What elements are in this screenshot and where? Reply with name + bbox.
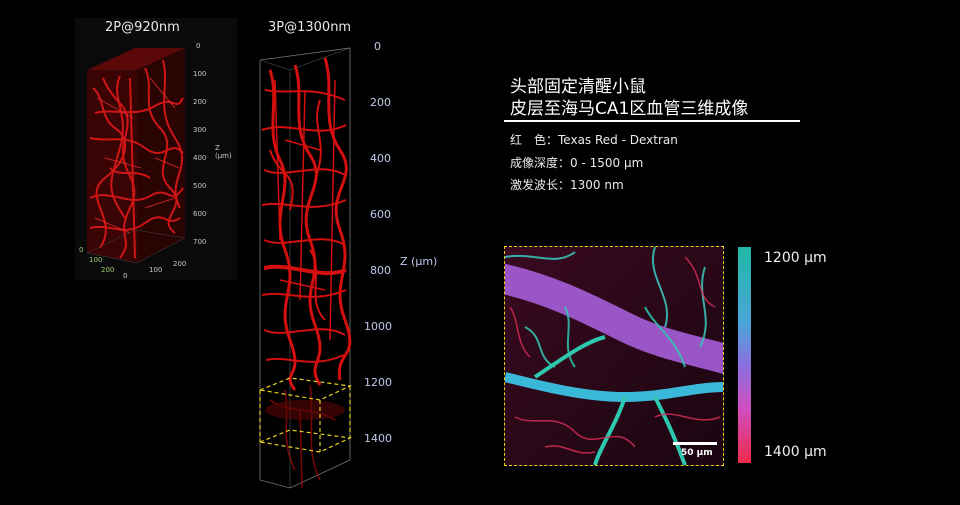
- panel-2p: 2P@920nm 0 100 200 300 Z (μm) 400: [75, 18, 237, 280]
- panel-2p-z-tick: 0: [196, 42, 201, 50]
- heading-divider: [504, 120, 800, 122]
- panel-2p-base-tick: 100: [89, 256, 103, 264]
- panel-3p-volume: [257, 47, 353, 489]
- panel-2p-title: 2P@920nm: [105, 20, 180, 35]
- heading-line1: 头部固定清醒小鼠: [510, 77, 646, 97]
- panel-3p-z-label: Z (μm): [400, 255, 438, 268]
- inset-image: 50 μm: [504, 246, 724, 466]
- panel-2p-z-tick: 200: [193, 98, 207, 106]
- panel-2p-z-tick: 400: [193, 154, 207, 162]
- panel-3p-z-tick: 1000: [364, 320, 392, 333]
- panel-2p-z-label: Z (μm): [215, 144, 232, 160]
- panel-2p-z-tick: 300: [193, 126, 207, 134]
- panel-3p-z-tick: 1400: [364, 432, 392, 445]
- panel-2p-z-tick: 700: [193, 238, 207, 246]
- panel-2p-base-tick: 100: [149, 266, 163, 274]
- panel-3p-z-tick: 200: [370, 96, 391, 109]
- info-dye: 红 色：Texas Red - Dextran: [510, 133, 678, 147]
- panel-3p-z-tick: 800: [370, 264, 391, 277]
- panel-3p-z-tick: 1200: [364, 376, 392, 389]
- info-depth: 成像深度：0 - 1500 μm: [510, 156, 644, 170]
- heading-line2: 皮层至海马CA1区血管三维成像: [510, 99, 749, 119]
- panel-2p-z-tick: 100: [193, 70, 207, 78]
- panel-3p-title: 3P@1300nm: [268, 20, 352, 35]
- panel-2p-base-tick: 200: [101, 266, 115, 274]
- panel-2p-base-tick: 200: [173, 260, 187, 268]
- panel-2p-base-tick: 0: [79, 246, 84, 254]
- inset-vessel-render: [505, 247, 723, 465]
- colorbar-top-label: 1200 μm: [764, 250, 827, 266]
- panel-3p-z-tick: 0: [374, 40, 381, 53]
- info-wavelength: 激发波长：1300 nm: [510, 178, 624, 192]
- colorbar-bottom-label: 1400 μm: [764, 444, 827, 460]
- depth-colorbar: [738, 247, 751, 463]
- panel-2p-base-tick: 0: [123, 272, 128, 280]
- panel-2p-z-tick: 500: [193, 182, 207, 190]
- panel-3p-z-tick: 600: [370, 208, 391, 221]
- panel-2p-volume: [86, 48, 186, 264]
- panel-3p-z-tick: 400: [370, 152, 391, 165]
- scale-bar-label: 50 μm: [681, 448, 713, 458]
- panel-2p-z-tick: 600: [193, 210, 207, 218]
